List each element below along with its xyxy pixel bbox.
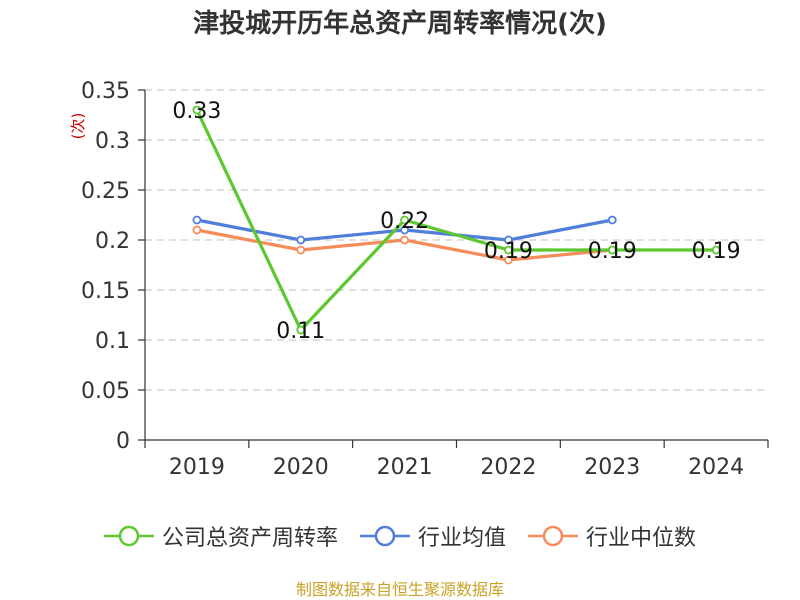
- x-tick-label: 2024: [688, 455, 744, 480]
- x-tick-label: 2023: [584, 455, 640, 480]
- data-point-series-2: [296, 245, 306, 255]
- y-tick-label: 0.25: [81, 179, 130, 204]
- y-tick-label: 0.1: [95, 329, 130, 354]
- data-point-series-2: [192, 225, 202, 235]
- data-point-series-0: [400, 215, 409, 225]
- data-label: 0.22: [380, 209, 429, 234]
- legend-swatch-company: [103, 525, 154, 547]
- data-point-series-0: [504, 245, 513, 255]
- legend: 公司总资产周转率 行业均值 行业中位数: [0, 520, 800, 552]
- legend-swatch-industry-median: [528, 525, 578, 547]
- data-source: 制图数据来自恒生聚源数据库: [295, 580, 504, 599]
- y-tick-label: 0.35: [81, 79, 130, 104]
- chart-title: 津投城开历年总资产周转率情况(次): [193, 9, 607, 39]
- data-point-series-0: [711, 245, 721, 255]
- y-tick-label: 0.2: [95, 229, 130, 254]
- data-point-series-2: [400, 235, 409, 245]
- y-axis-label: (次): [69, 113, 87, 140]
- data-point-series-1: [192, 215, 202, 225]
- data-point-series-1: [504, 235, 513, 245]
- series-line-0: [195, 109, 717, 332]
- data-point-series-0: [296, 325, 306, 335]
- x-tick-label: 2020: [273, 455, 329, 480]
- data-label: 0.19: [484, 239, 533, 264]
- data-point-series-1: [400, 225, 409, 235]
- data-label: 0.19: [588, 239, 637, 264]
- y-tick-label: 0.15: [81, 279, 130, 304]
- legend-item-company[interactable]: 公司总资产周转率: [103, 520, 338, 552]
- legend-label-industry-median: 行业中位数: [586, 526, 697, 551]
- legend-item-industry-avg[interactable]: 行业均值: [359, 520, 506, 552]
- legend-item-industry-median[interactable]: 行业中位数: [528, 520, 696, 552]
- x-tick-label: 2021: [377, 455, 433, 480]
- legend-label-industry-avg: 行业均值: [417, 526, 506, 551]
- data-label: 0.11: [276, 319, 325, 344]
- data-point-series-0: [607, 245, 617, 255]
- data-point-series-2: [504, 255, 513, 265]
- y-tick-label: 0.3: [95, 129, 130, 154]
- legend-swatch-industry-avg: [359, 525, 410, 547]
- data-label: 0.33: [172, 99, 221, 124]
- x-tick-label: 2019: [169, 455, 225, 480]
- legend-label-company: 公司总资产周转率: [161, 526, 338, 551]
- data-point-series-0: [192, 105, 202, 115]
- data-point-series-1: [607, 215, 617, 225]
- y-tick-label: 0.05: [81, 379, 130, 404]
- y-tick-label: 0: [116, 429, 130, 454]
- x-tick-label: 2022: [480, 455, 536, 480]
- data-point-series-1: [296, 235, 306, 245]
- data-label: 0.19: [692, 239, 741, 264]
